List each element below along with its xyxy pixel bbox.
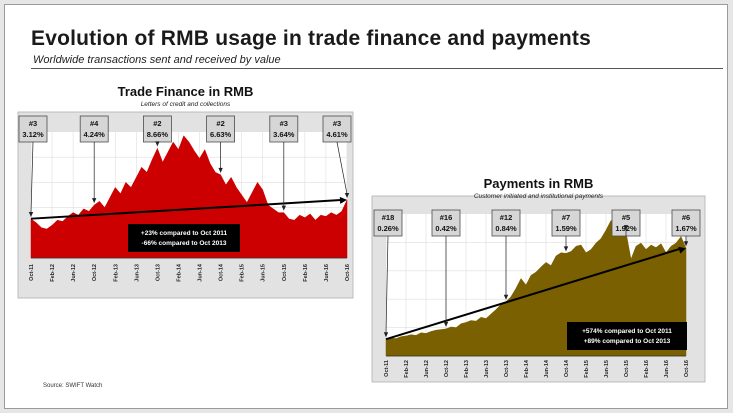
x-tick-label: Jun-15 bbox=[604, 360, 610, 378]
rank-box bbox=[491, 209, 521, 237]
annotation-box bbox=[567, 322, 687, 350]
rank-label: #18 bbox=[382, 213, 395, 222]
x-tick-label: Oct-13 bbox=[155, 264, 161, 281]
x-tick-label: Feb-16 bbox=[303, 264, 309, 282]
pointer-arrowhead bbox=[218, 167, 223, 173]
x-tick-label: Jun-14 bbox=[198, 263, 204, 282]
x-tick-label: Feb-14 bbox=[524, 359, 530, 378]
x-tick-label: Jun-13 bbox=[484, 360, 490, 378]
x-tick-label: Oct-15 bbox=[624, 360, 630, 377]
x-tick-label: Feb-16 bbox=[644, 360, 650, 378]
rank-label: #2 bbox=[153, 119, 161, 128]
share-label: 4.24% bbox=[84, 130, 106, 139]
x-tick-label: Oct-14 bbox=[564, 359, 570, 377]
annotation-text: +574% compared to Oct 2011 bbox=[582, 328, 672, 335]
share-label: 3.12% bbox=[22, 130, 44, 139]
x-tick-label: Jun-15 bbox=[261, 264, 267, 282]
pointer-line bbox=[336, 141, 348, 195]
share-label: 3.64% bbox=[273, 130, 295, 139]
rank-label: #3 bbox=[333, 119, 341, 128]
source-note: Source: SWIFT Watch bbox=[43, 383, 103, 389]
share-label: 1.59% bbox=[555, 224, 577, 233]
series-area bbox=[30, 135, 348, 259]
rank-label: #5 bbox=[622, 213, 630, 222]
x-tick-label: Feb-12 bbox=[50, 264, 56, 282]
trend-line bbox=[30, 198, 344, 220]
chart-subtitle: Letters of credit and collections bbox=[141, 101, 231, 108]
x-tick-label: Oct-14 bbox=[219, 263, 225, 281]
x-tick-label: Oct-16 bbox=[345, 264, 351, 281]
x-tick-label: Feb-12 bbox=[404, 360, 410, 378]
pointer-arrowhead bbox=[155, 141, 160, 147]
x-tick-label: Feb-15 bbox=[584, 360, 590, 378]
chart-subtitle: Customer initiated and institutional pay… bbox=[474, 193, 604, 200]
rank-label: #12 bbox=[500, 213, 513, 222]
share-label: 4.61% bbox=[326, 130, 348, 139]
x-tick-label: Feb-13 bbox=[113, 264, 119, 282]
pointer-arrowhead bbox=[683, 241, 689, 247]
rank-label: #4 bbox=[90, 119, 99, 128]
chart-title: Payments in RMB bbox=[484, 176, 594, 191]
x-tick-label: Oct-12 bbox=[444, 360, 450, 377]
rank-label: #3 bbox=[280, 119, 288, 128]
pointer-arrowhead bbox=[623, 225, 629, 231]
x-tick-label: Feb-14 bbox=[176, 263, 182, 282]
pointer-arrowhead bbox=[28, 211, 34, 217]
trade-finance-chart: Trade Finance in RMB Letters of credit an… bbox=[17, 84, 354, 299]
x-tick-label: Oct-11 bbox=[29, 264, 35, 281]
trend-arrowhead bbox=[678, 246, 686, 254]
rank-label: #6 bbox=[682, 213, 690, 222]
trend-line bbox=[385, 247, 683, 341]
pointer-line bbox=[385, 235, 389, 334]
x-tick-label: Jun-14 bbox=[544, 359, 550, 378]
annotation-box bbox=[128, 224, 240, 252]
x-tick-label: Jun-12 bbox=[424, 360, 430, 378]
pointer-line bbox=[30, 141, 34, 213]
rank-box bbox=[206, 115, 236, 143]
x-tick-label: Jun-16 bbox=[664, 360, 670, 378]
chart-title: Trade Finance in RMB bbox=[118, 84, 254, 99]
pointer-arrowhead bbox=[503, 294, 509, 300]
rank-label: #2 bbox=[216, 119, 224, 128]
x-tick-label: Feb-13 bbox=[464, 360, 470, 378]
pointer-arrowhead bbox=[344, 193, 350, 199]
share-label: 1.67% bbox=[675, 224, 697, 233]
share-label: 0.42% bbox=[435, 224, 457, 233]
x-tick-label: Feb-15 bbox=[240, 264, 246, 282]
pointer-arrowhead bbox=[383, 332, 389, 338]
page-subtitle: Worldwide transactions sent and received… bbox=[33, 54, 281, 66]
rank-box bbox=[671, 209, 701, 237]
pointer-arrowhead bbox=[92, 198, 97, 204]
rank-label: #16 bbox=[440, 213, 453, 222]
share-label: 6.63% bbox=[210, 130, 232, 139]
rank-label: #3 bbox=[29, 119, 37, 128]
payments-chart: Payments in RMB Customer initiated and in… bbox=[371, 176, 706, 383]
x-tick-label: Jun-13 bbox=[134, 264, 140, 282]
annotation-text: +89% compared to Oct 2013 bbox=[584, 338, 671, 345]
rank-box bbox=[551, 209, 581, 237]
pointer-arrowhead bbox=[281, 205, 286, 211]
x-tick-label: Oct-13 bbox=[504, 360, 510, 377]
rank-box bbox=[322, 115, 352, 143]
rank-box bbox=[79, 115, 109, 143]
x-tick-label: Jun-16 bbox=[324, 264, 330, 282]
x-tick-label: Oct-11 bbox=[384, 360, 390, 377]
pointer-arrowhead bbox=[443, 321, 449, 327]
pointer-arrowhead bbox=[563, 246, 569, 252]
trend-arrowhead bbox=[339, 196, 347, 204]
annotation-text: +23% compared to Oct 2011 bbox=[141, 230, 228, 237]
x-tick-label: Oct-16 bbox=[684, 360, 690, 377]
x-tick-label: Jun-12 bbox=[71, 264, 77, 282]
share-label: 0.84% bbox=[495, 224, 517, 233]
x-tick-label: Oct-12 bbox=[92, 264, 98, 281]
rank-box bbox=[431, 209, 461, 237]
title-divider bbox=[31, 68, 723, 69]
rank-box bbox=[373, 209, 403, 237]
page-title: Evolution of RMB usage in trade finance … bbox=[31, 27, 591, 50]
share-label: 0.26% bbox=[377, 224, 399, 233]
share-label: 8.66% bbox=[147, 130, 169, 139]
rank-label: #7 bbox=[562, 213, 570, 222]
x-tick-label: Oct-15 bbox=[282, 264, 288, 281]
annotation-text: -66% compared to Oct 2013 bbox=[142, 240, 227, 247]
